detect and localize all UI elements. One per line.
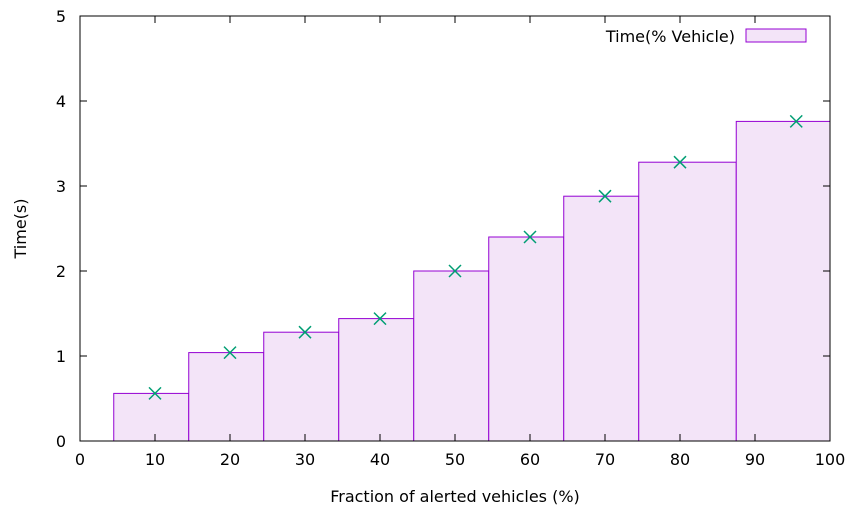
data-marker-5 — [448, 264, 462, 278]
bar-7 — [563, 195, 640, 442]
x-tick-label: 80 — [670, 450, 690, 469]
legend-swatch — [745, 28, 807, 43]
bar-3 — [263, 331, 340, 442]
legend: Time(% Vehicle) — [605, 27, 807, 46]
x-tick-label: 100 — [815, 450, 846, 469]
data-marker-4 — [373, 312, 387, 326]
bar-5 — [413, 270, 490, 442]
y-tick-label: 1 — [56, 347, 66, 366]
x-tick-label: 50 — [445, 450, 465, 469]
markers-layer — [148, 114, 803, 400]
data-marker-2 — [223, 346, 237, 360]
y-tick-label: 2 — [56, 262, 66, 281]
x-tick-label: 10 — [145, 450, 165, 469]
bar-2 — [188, 352, 265, 442]
data-marker-8 — [673, 155, 687, 169]
data-marker-3 — [298, 325, 312, 339]
y-tick-label: 3 — [56, 177, 66, 196]
x-tick-label: 40 — [370, 450, 390, 469]
ticks-layer: 0 10 20 30 40 50 60 70 80 90 100 0 1 2 3 4 5 — [56, 7, 845, 469]
y-tick-label: 5 — [56, 7, 66, 26]
data-marker-6 — [523, 230, 537, 244]
x-tick-label: 0 — [75, 450, 85, 469]
bar-6 — [488, 236, 565, 442]
x-tick-label: 70 — [595, 450, 615, 469]
bar-9 — [735, 120, 831, 442]
x-tick-label: 30 — [295, 450, 315, 469]
y-tick-label: 0 — [56, 432, 66, 451]
x-tick-label: 60 — [520, 450, 540, 469]
data-marker-7 — [598, 189, 612, 203]
bar-1 — [113, 392, 190, 442]
data-marker-9 — [789, 114, 803, 128]
y-tick-label: 4 — [56, 92, 66, 111]
y-axis-label: Time(s) — [11, 199, 30, 260]
x-tick-label: 90 — [745, 450, 765, 469]
x-axis-label: Fraction of alerted vehicles (%) — [330, 487, 580, 506]
x-tick-label: 20 — [220, 450, 240, 469]
legend-label: Time(% Vehicle) — [605, 27, 735, 46]
bars-layer — [113, 120, 831, 442]
data-marker-1 — [148, 386, 162, 400]
bar-4 — [338, 318, 415, 442]
bar-8 — [638, 161, 737, 442]
